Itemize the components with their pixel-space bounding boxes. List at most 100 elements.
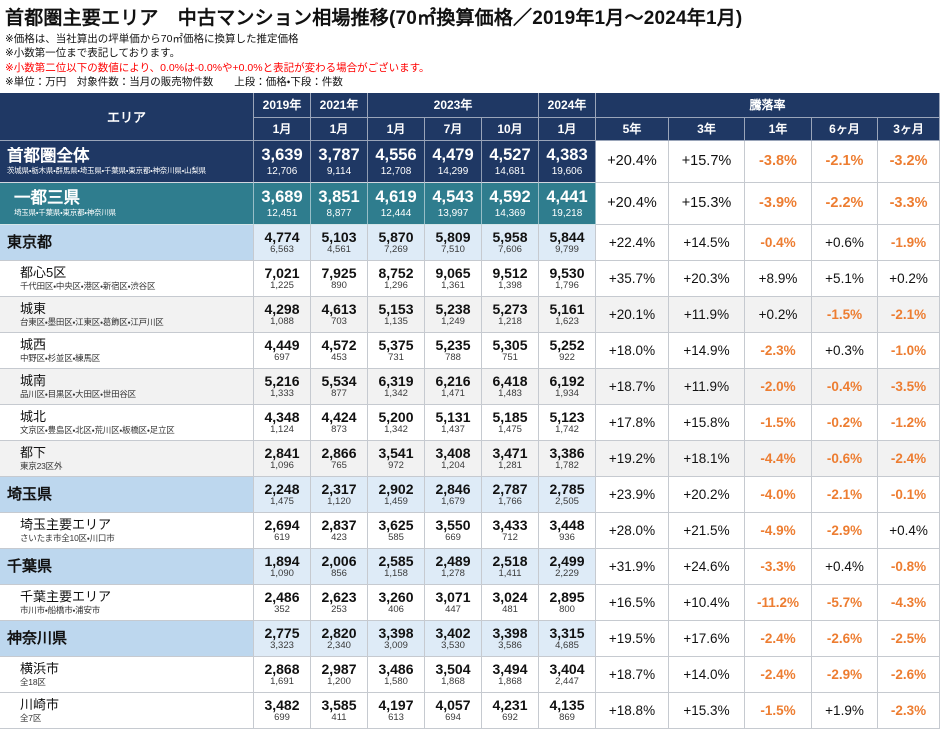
notes-block: ※価格は、当社算出の坪単価から70㎡価格に換算した推定価格 ※小数第一位まで表記…: [0, 32, 940, 93]
area-subtitle: 全7区: [20, 712, 42, 723]
price-value: 2,902: [378, 480, 414, 497]
area-name: 城南: [20, 373, 47, 388]
rate-cell: +5.1%: [812, 260, 878, 297]
rate-cell: +15.7%: [669, 140, 745, 183]
rate-cell: +1.9%: [812, 692, 878, 729]
price-value: 3,448: [549, 516, 585, 533]
price-cell: 2,785 2,505: [539, 476, 596, 513]
price-cell: 2,837 423: [311, 512, 368, 549]
note-line-rounding-warning: ※小数第二位以下の数値により、0.0%は-0.0%や+0.0%と表記が変わる場合…: [5, 61, 430, 74]
table-row: 千葉主要エリア 市川市・船橋市・浦安市 2,486 352 2,623 253 …: [0, 584, 940, 621]
price-value: 2,775: [264, 624, 300, 641]
price-cell: 3,071 447: [425, 584, 482, 621]
price-value: 5,238: [435, 300, 471, 317]
price-cell: 4,348 1,124: [254, 404, 311, 441]
price-value: 6,319: [378, 372, 414, 389]
table-row: 川崎市 全7区 3,482 699 3,585 411 4,197 613 4,…: [0, 692, 940, 729]
count-value: 1,278: [441, 568, 465, 580]
area-name: 首都圏全体: [7, 147, 90, 166]
price-value: 5,375: [378, 336, 414, 353]
price-value: 7,925: [321, 264, 357, 281]
area-subtitle: 市川市・船橋市・浦安市: [20, 604, 101, 615]
count-value: 19,218: [551, 207, 583, 219]
count-value: 8,877: [326, 207, 352, 219]
price-cell: 2,846 1,679: [425, 476, 482, 513]
rate-cell: -2.9%: [812, 656, 878, 693]
rate-cell: -1.5%: [745, 404, 812, 441]
area-subtitle: 千代田区・中央区・港区・新宿区・渋谷区: [20, 280, 156, 291]
rate-cell: -2.9%: [812, 512, 878, 549]
count-value: 3,530: [441, 640, 465, 652]
price-cell: 2,775 3,323: [254, 620, 311, 657]
table-row: 神奈川県 2,775 3,323 2,820 2,340 3,398 3,009…: [0, 620, 940, 657]
price-cell: 2,499 2,229: [539, 548, 596, 585]
count-value: 613: [388, 712, 404, 724]
header-year-row: エリア 2019年 2021年 2023年 2024年 騰落率: [0, 92, 940, 141]
price-cell: 5,844 9,799: [539, 224, 596, 261]
price-value: 3,315: [549, 624, 585, 641]
count-value: 1,475: [270, 496, 294, 508]
price-cell: 9,512 1,398: [482, 260, 539, 297]
price-cell: 5,252 922: [539, 332, 596, 369]
count-value: 423: [331, 532, 347, 544]
area-cell: 千葉主要エリア 市川市・船橋市・浦安市: [0, 584, 254, 621]
note-line-units: ※単位：万円 対象件数：当月の販売物件数 上段：価格・下段：件数: [5, 76, 343, 89]
count-value: 1,218: [498, 316, 522, 328]
area-name: 城北: [20, 409, 47, 424]
rate-cell: +0.3%: [812, 332, 878, 369]
count-value: 936: [559, 532, 575, 544]
area-name: 埼玉県: [7, 485, 53, 503]
count-value: 788: [445, 352, 461, 364]
count-value: 7,606: [498, 244, 522, 256]
note-line-decimal: ※小数第一位まで表記しております。: [5, 47, 181, 60]
count-value: 9,114: [326, 165, 352, 177]
count-value: 1,471: [441, 388, 465, 400]
count-value: 253: [331, 604, 347, 616]
count-value: 585: [388, 532, 404, 544]
count-value: 2,229: [555, 568, 579, 580]
header-rate-1y: 1年: [745, 117, 812, 141]
header-rate-3m: 3ヶ月: [878, 117, 940, 141]
price-value: 6,418: [492, 372, 528, 389]
count-value: 877: [331, 388, 347, 400]
area-name: 城西: [20, 337, 47, 352]
count-value: 1,796: [555, 280, 579, 292]
area-name: 城東: [20, 301, 47, 316]
price-cell: 3,689 12,451: [254, 182, 311, 225]
price-cell: 4,298 1,088: [254, 296, 311, 333]
price-cell: 3,494 1,868: [482, 656, 539, 693]
count-value: 1,934: [555, 388, 579, 400]
rate-cell: +31.9%: [596, 548, 669, 585]
price-value: 4,424: [321, 408, 357, 425]
price-cell: 2,486 352: [254, 584, 311, 621]
rate-cell: -3.9%: [745, 182, 812, 225]
price-value: 5,870: [378, 228, 414, 245]
rate-cell: -2.3%: [745, 332, 812, 369]
area-cell: 横浜市 全18区: [0, 656, 254, 693]
count-value: 1,398: [498, 280, 522, 292]
header-year-2023: 2023年: [368, 92, 539, 118]
price-value: 2,895: [549, 588, 585, 605]
price-cell: 2,489 1,278: [425, 548, 482, 585]
rate-cell: +14.5%: [669, 224, 745, 261]
price-cell: 9,530 1,796: [539, 260, 596, 297]
count-value: 406: [388, 604, 404, 616]
count-value: 697: [274, 352, 290, 364]
rate-cell: +8.9%: [745, 260, 812, 297]
rate-cell: +20.4%: [596, 182, 669, 225]
rate-cell: -5.7%: [812, 584, 878, 621]
rate-cell: +24.6%: [669, 548, 745, 585]
header-month-2023-07: 7月: [425, 117, 482, 141]
price-value: 3,471: [492, 444, 528, 461]
rate-cell: -0.6%: [812, 440, 878, 477]
price-cell: 4,613 703: [311, 296, 368, 333]
price-value: 4,441: [546, 187, 588, 206]
rate-cell: +15.8%: [669, 404, 745, 441]
rate-cell: +20.2%: [669, 476, 745, 513]
count-value: 1,124: [270, 424, 294, 436]
price-value: 3,024: [492, 588, 528, 605]
rate-cell: -11.2%: [745, 584, 812, 621]
price-cell: 5,200 1,342: [368, 404, 425, 441]
price-value: 9,065: [435, 264, 471, 281]
